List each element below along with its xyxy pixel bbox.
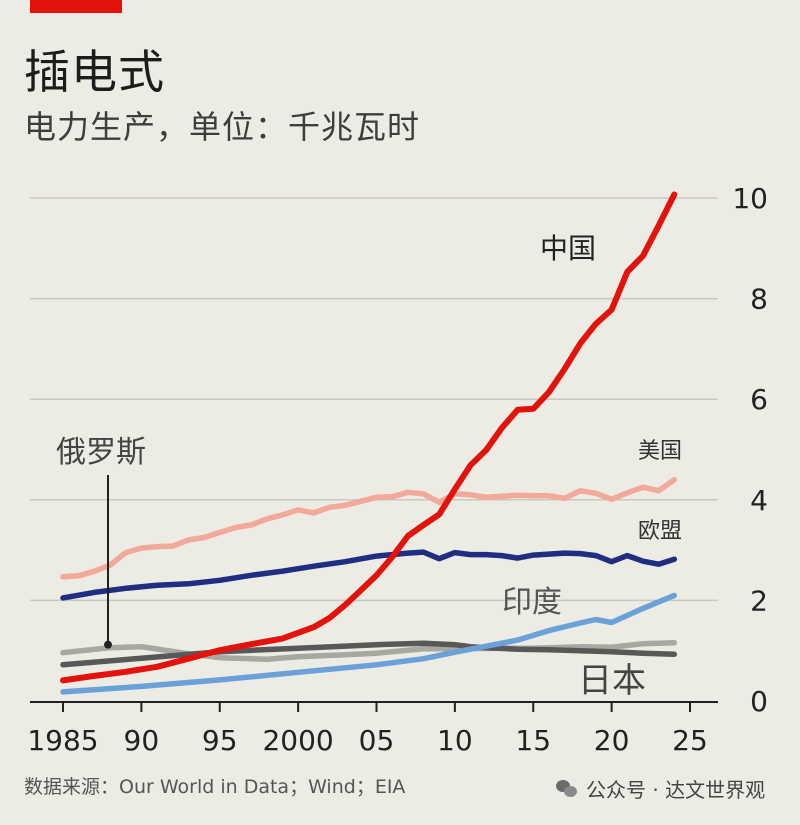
y-tick-label: 4 (750, 484, 768, 517)
x-tick-label: 15 (515, 724, 551, 757)
accent-bar (30, 0, 122, 13)
series-line (60, 592, 678, 695)
grid-lines (30, 197, 718, 602)
x-tick-label: 25 (672, 724, 708, 757)
watermark-text: 公众号 · 达文世界观 (586, 778, 766, 802)
line-chart: 0 2 4 6 8 10 1985 90 95 2000 05 10 15 20 25 中国美国欧盟印度日… (27, 182, 768, 757)
x-axis: 1985 90 95 2000 05 10 15 20 25 (27, 701, 718, 757)
series-line (60, 191, 678, 684)
x-tick-label: 10 (437, 724, 473, 757)
y-axis-ticks: 0 2 4 6 8 10 (732, 182, 768, 718)
series-label: 印度 (502, 585, 562, 620)
x-tick-label: 90 (124, 724, 160, 757)
series-label: 欧盟 (638, 519, 682, 544)
x-tick-label: 1985 (27, 724, 98, 757)
x-tick-label: 95 (202, 724, 238, 757)
series-line (60, 549, 678, 601)
watermark: 公众号 · 达文世界观 (556, 774, 765, 803)
y-tick-label: 8 (750, 283, 768, 316)
wechat-icon (556, 779, 578, 798)
source-note: 数据来源：Our World in Data；Wind；EIA (24, 776, 406, 798)
chart-subtitle: 电力生产，单位：千兆瓦时 (24, 108, 421, 146)
series-label: 俄罗斯 (56, 435, 146, 470)
y-tick-label: 6 (750, 383, 768, 416)
russia-leader-dot (104, 640, 112, 649)
y-tick-label: 10 (732, 182, 768, 215)
series-label: 美国 (638, 439, 682, 464)
x-tick-label: 2000 (262, 724, 333, 757)
x-tick-label: 05 (359, 724, 395, 757)
y-tick-label: 0 (750, 685, 768, 718)
series-line (60, 639, 678, 663)
series-label: 中国 (540, 232, 596, 265)
x-tick-label: 20 (594, 724, 630, 757)
series-lines (60, 191, 678, 695)
y-tick-label: 2 (750, 584, 768, 617)
series-line (60, 476, 678, 580)
chart-title: 插电式 (24, 45, 165, 99)
series-label: 日本 (578, 661, 646, 701)
